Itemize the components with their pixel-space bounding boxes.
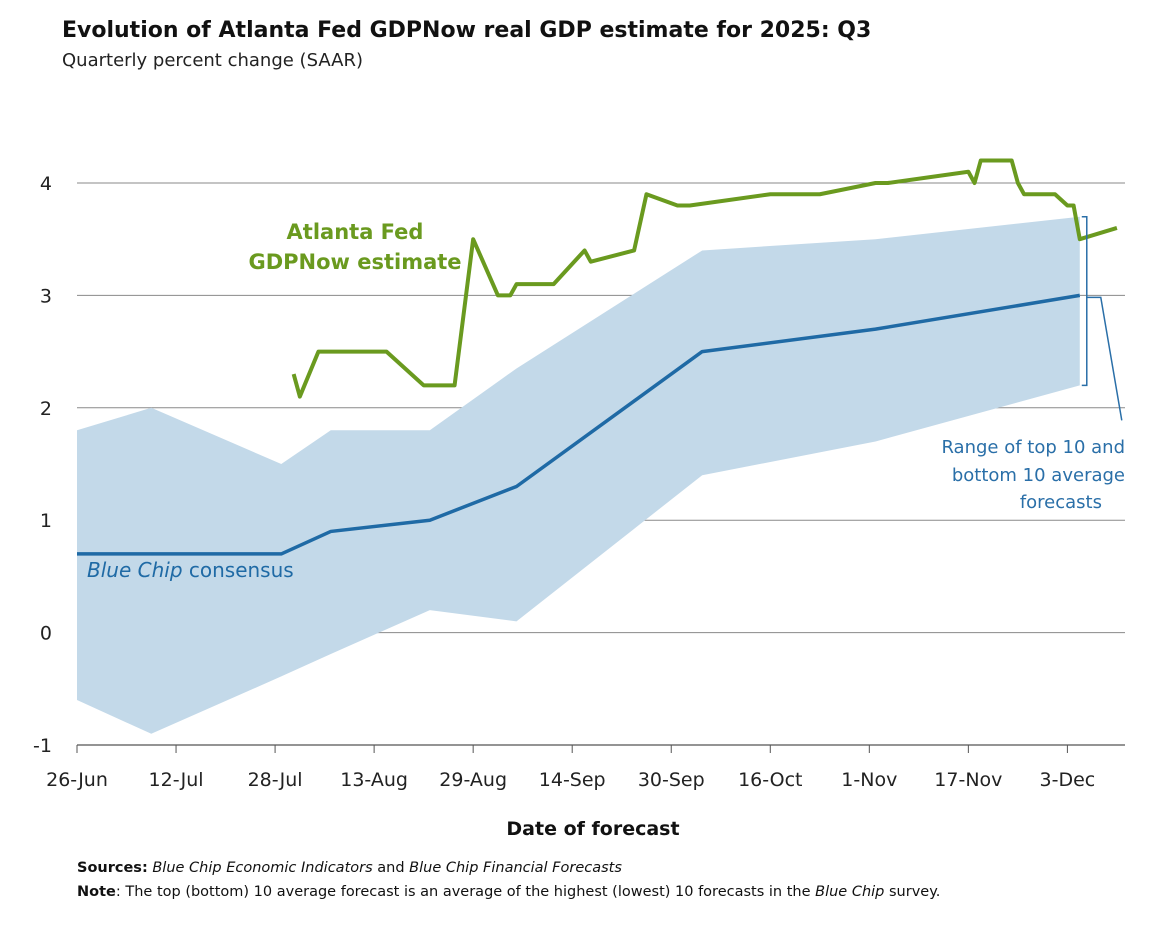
range-pointer (1086, 296, 1123, 421)
gdpnow-line (291, 158, 1118, 399)
sources-note: Sources: Blue Chip Economic Indicators a… (77, 860, 622, 876)
x-tick-label: 26-Jun (46, 769, 108, 791)
note-label: Note (77, 884, 116, 900)
gdpnow-label-line1: Atlanta Fed (287, 220, 424, 244)
note-end: survey. (884, 884, 941, 900)
gdpnow-label-line2: GDPNow estimate (248, 250, 461, 274)
sources-item-2: Blue Chip Financial Forecasts (409, 860, 622, 876)
note-text: : The top (bottom) 10 average forecast i… (115, 884, 816, 900)
footnote: Note: The top (bottom) 10 average foreca… (77, 884, 940, 900)
x-tick-label: 17-Nov (934, 769, 1002, 791)
x-tick-label: 3-Dec (1040, 769, 1096, 791)
consensus-label-rest: consensus (183, 558, 294, 582)
range-bracket (1081, 215, 1088, 387)
y-tick-label: 2 (40, 398, 52, 420)
y-tick-label: 3 (40, 285, 52, 307)
x-tick-label: 12-Jul (149, 769, 204, 791)
x-tick-label: 13-Aug (340, 769, 408, 791)
sources-label: Sources: (77, 860, 148, 876)
range-label-line1: Range of top 10 and (941, 437, 1125, 458)
y-tick-label: 1 (40, 510, 52, 532)
x-tick-label: 16-Oct (738, 769, 802, 791)
chart-title: Evolution of Atlanta Fed GDPNow real GDP… (62, 18, 872, 43)
y-tick-label: 0 (40, 623, 52, 645)
chart-subtitle: Quarterly percent change (SAAR) (62, 50, 363, 71)
forecast-range-band (77, 216, 1080, 734)
range-label-line3: forecasts (1020, 492, 1102, 513)
x-tick-label: 29-Aug (439, 769, 507, 791)
consensus-label: Blue Chip consensus (87, 558, 294, 582)
consensus-line (77, 293, 1081, 556)
range-label-line2: bottom 10 average (952, 465, 1125, 486)
x-tick-label: 1-Nov (841, 769, 897, 791)
x-tick-label: 14-Sep (539, 769, 606, 791)
x-tick-label: 28-Jul (248, 769, 303, 791)
sources-and: and (372, 860, 410, 876)
x-axis-label: Date of forecast (506, 818, 679, 840)
y-tick-label: -1 (33, 735, 52, 757)
x-tick-label: 30-Sep (638, 769, 705, 791)
consensus-label-italic: Blue Chip (87, 558, 183, 582)
note-italic: Blue Chip (815, 884, 885, 900)
y-tick-label: 4 (40, 173, 52, 195)
sources-item-1: Blue Chip Economic Indicators (152, 860, 373, 876)
